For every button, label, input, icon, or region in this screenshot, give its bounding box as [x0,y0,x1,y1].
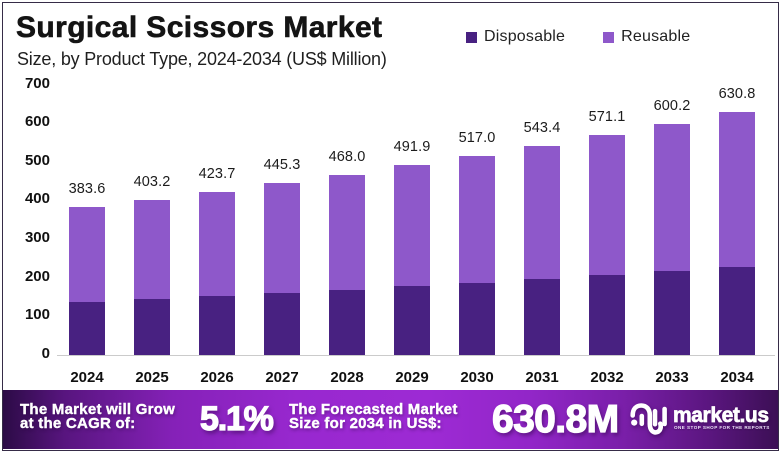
bar-total-label-2030: 517.0 [458,129,496,146]
legend-item-reusable: Reusable [603,28,690,46]
legend-item-disposable: Disposable [466,28,565,46]
x-axis-label-2027: 2027 [265,368,299,386]
x-axis-label-2031: 2031 [525,368,559,386]
chart-subtitle: Size, by Product Type, 2024-2034 (US$ Mi… [17,49,387,69]
bar-disposable-2028 [329,289,365,356]
market-us-logo-icon [630,403,667,435]
y-axis-label-0: 0 [41,345,50,362]
bar-disposable-2024 [69,301,105,356]
bar-disposable-2033 [654,271,690,356]
cagr-label: The Market will Grow at the CAGR of: [20,401,192,432]
legend-swatch-disposable [466,31,477,43]
bar-total-label-2028: 468.0 [328,148,366,165]
y-axis-label-400: 400 [24,190,50,208]
x-axis-line [57,355,775,356]
bar-reusable-2024 [69,207,105,302]
bar-disposable-2025 [134,298,170,356]
logo-dot [631,419,638,426]
bar-total-label-2026: 423.7 [198,165,236,182]
bar-disposable-2031 [524,279,560,356]
bar-total-label-2029: 491.9 [393,139,431,156]
chart-title: Surgical Scissors Market [16,11,383,45]
x-axis-label-2028: 2028 [330,368,364,386]
x-axis-label-2034: 2034 [720,368,754,386]
bar-total-label-2032: 571.1 [588,108,626,125]
bar-reusable-2034 [719,111,755,267]
forecast-value: 630.8M [491,398,619,441]
bar-total-label-2024: 383.6 [68,181,106,198]
bar-disposable-2032 [589,275,625,356]
bar-reusable-2031 [524,145,560,280]
cagr-value: 5.1% [199,400,274,438]
x-axis-label-2026: 2026 [200,368,234,386]
bar-total-label-2031: 543.4 [523,119,561,136]
bar-reusable-2030 [459,155,495,283]
y-axis-label-100: 100 [24,306,50,324]
bar-total-label-2033: 600.2 [653,97,691,114]
legend-label: Disposable [484,28,566,45]
bar-reusable-2032 [589,134,625,276]
x-axis-label-2033: 2033 [655,368,689,386]
bar-disposable-2034 [719,266,755,356]
cagr-label-line1: The Market will Grow [20,401,176,418]
bar-disposable-2026 [199,295,235,356]
bar-reusable-2026 [199,191,235,296]
bar-disposable-2027 [264,292,300,356]
x-axis-label-2025: 2025 [135,368,169,386]
y-axis-label-300: 300 [24,229,50,247]
forecast-label: The Forecasted Market Size for 2034 in U… [289,401,485,432]
bar-total-label-2034: 630.8 [718,85,756,102]
legend: Disposable Reusable [466,28,690,46]
footer-banner: The Market will Grow at the CAGR of: 5.1… [3,390,778,449]
bar-reusable-2027 [264,183,300,293]
bar-reusable-2033 [654,123,690,272]
bar-total-label-2027: 445.3 [263,157,301,174]
bar-total-label-2025: 403.2 [133,173,171,190]
x-axis-label-2029: 2029 [395,368,429,386]
bar-disposable-2030 [459,282,495,356]
legend-label: Reusable [621,28,691,45]
bar-disposable-2029 [394,286,430,356]
market-us-logo-tagline: ONE STOP SHOP FOR THE REPORTS [674,425,770,430]
y-axis-label-600: 600 [24,113,50,131]
x-axis-label-2024: 2024 [70,368,104,386]
forecast-label-line1: The Forecasted Market [289,401,458,418]
y-axis-label-200: 200 [24,267,50,285]
bar-reusable-2028 [329,174,365,290]
market-us-logo-text: market.us [673,404,770,428]
x-axis-label-2032: 2032 [590,368,624,386]
legend-swatch-reusable [603,31,615,43]
y-axis-label-700: 700 [24,74,50,92]
bar-reusable-2029 [394,165,430,287]
cagr-label-line2: at the CAGR of: [20,415,136,432]
y-axis-label-500: 500 [24,151,50,169]
forecast-label-line2: Size for 2034 in US$: [289,415,442,432]
bar-reusable-2025 [134,199,170,299]
x-axis-label-2030: 2030 [460,368,494,386]
